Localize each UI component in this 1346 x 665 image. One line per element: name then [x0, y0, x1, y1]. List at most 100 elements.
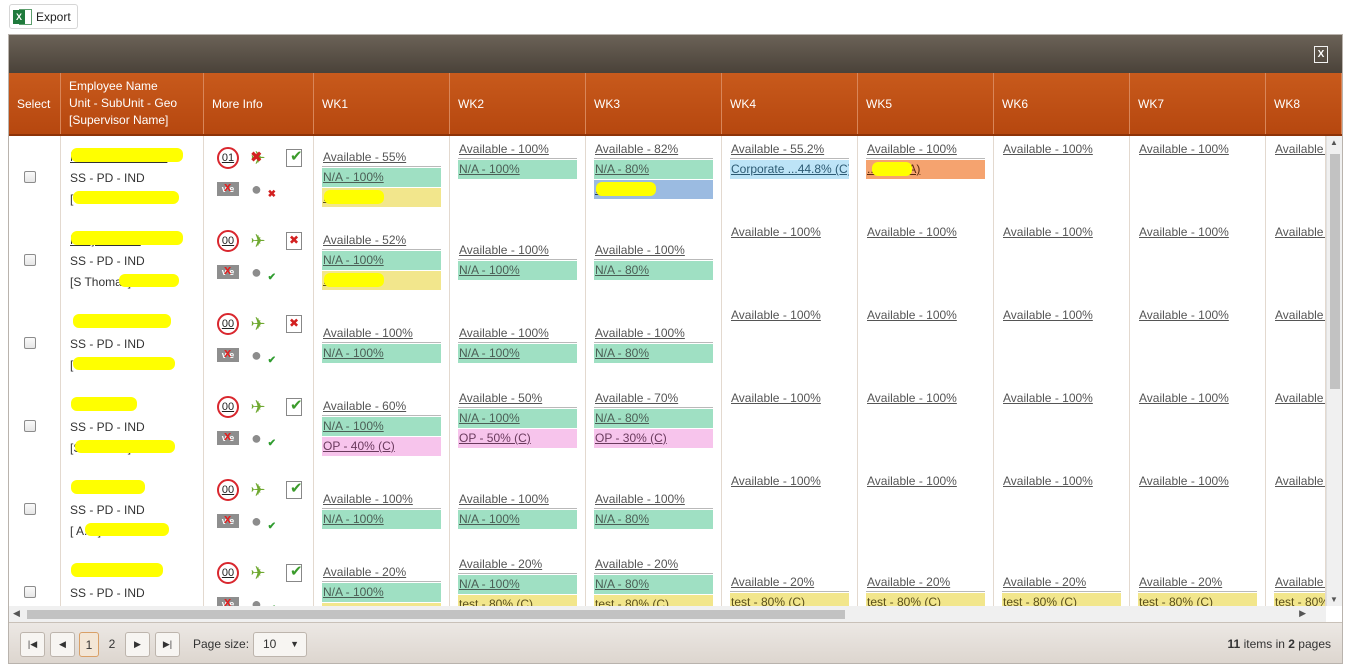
header-employee[interactable]: Employee Name Unit - SubUnit - Geo [Supe… — [61, 73, 204, 134]
horizontal-scroll-thumb[interactable] — [27, 610, 845, 619]
availability-link[interactable]: Available - 52% — [322, 231, 441, 250]
export-button[interactable]: X Export — [9, 4, 78, 29]
vertical-scrollbar[interactable]: ▲ ▼ — [1326, 136, 1342, 606]
table-row[interactable]: Nikceta Nath RathSS - PD - IND[01✈v e●✖A… — [9, 136, 1326, 219]
scroll-up-icon[interactable]: ▲ — [1330, 138, 1338, 147]
travel-icon[interactable]: ✈ — [250, 480, 266, 500]
availability-link[interactable]: Available - 55% — [322, 148, 441, 167]
availability-link[interactable]: Available - 20% — [322, 563, 441, 582]
availability-link[interactable]: Available - 100% — [1275, 142, 1325, 156]
availability-link[interactable]: Available - 100% — [731, 225, 821, 239]
allocation-link[interactable]: test - 80% (C) — [1274, 593, 1325, 606]
header-week-4[interactable]: WK4 — [722, 73, 858, 134]
header-select[interactable]: Select — [9, 73, 61, 134]
allocation-link[interactable]: OP - 30% (C) — [594, 429, 713, 448]
document-icon[interactable] — [286, 147, 303, 167]
table-row[interactable]: SS - PD - IND[00✈v e●✔Available - 100%N/… — [9, 302, 1326, 385]
document-icon[interactable] — [286, 562, 303, 582]
availability-link[interactable]: Available - 20% — [458, 555, 577, 574]
header-week-5[interactable]: WK5 — [858, 73, 994, 134]
info-count-icon[interactable]: 00 — [217, 396, 239, 418]
header-week-1[interactable]: WK1 — [314, 73, 450, 134]
availability-link[interactable]: Available - 70% — [594, 389, 713, 408]
document-icon[interactable] — [286, 315, 302, 333]
availability-link[interactable]: Available - 100% — [867, 391, 957, 405]
allocation-link[interactable]: test - 80% (C) — [730, 593, 849, 606]
page-1-button[interactable]: 1 — [79, 632, 99, 657]
availability-link[interactable]: Available - 100% — [322, 490, 441, 509]
allocation-link[interactable]: N/A - 80% — [594, 575, 713, 594]
table-row[interactable]: Ranjit BansalSS - PD - IND[S Thomas]00✈v… — [9, 219, 1326, 302]
visa-icon[interactable]: v e — [217, 429, 239, 445]
visa-icon[interactable]: v e — [217, 263, 239, 279]
availability-link[interactable]: Available - 100% — [1139, 474, 1229, 488]
allocation-link[interactable]: N/A - 100% — [322, 251, 441, 270]
header-week-8[interactable]: WK8 — [1266, 73, 1342, 134]
availability-link[interactable]: Available - 100% — [867, 308, 957, 322]
availability-link[interactable]: Available - 100% — [867, 474, 957, 488]
scroll-right-icon[interactable]: ▶ — [1299, 608, 1306, 618]
availability-link[interactable]: Available - 20% — [1002, 573, 1121, 592]
availability-link[interactable]: Available - 100% — [1275, 391, 1325, 405]
availability-link[interactable]: Available - 100% — [1003, 308, 1093, 322]
header-week-6[interactable]: WK6 — [994, 73, 1130, 134]
allocation-link[interactable]: N/A - 80% — [594, 344, 713, 363]
allocation-link[interactable]: N/A - 80% — [594, 510, 713, 529]
availability-link[interactable]: Available - 100% — [1139, 225, 1229, 239]
visa-icon[interactable]: v e — [217, 180, 239, 196]
info-count-icon[interactable]: 00 — [217, 562, 239, 584]
header-week-2[interactable]: WK2 — [450, 73, 586, 134]
allocation-link[interactable]: OP - 50% (C) — [458, 429, 577, 448]
allocation-link[interactable]: N/A - 80% — [594, 160, 713, 179]
availability-link[interactable]: Available - 20% — [594, 555, 713, 574]
allocation-link[interactable]: N/A - 100% — [458, 409, 577, 428]
travel-icon[interactable]: ✈ — [250, 563, 266, 583]
availability-link[interactable]: Available - 55.2% — [730, 140, 849, 159]
document-icon[interactable] — [286, 396, 303, 416]
availability-link[interactable]: Available - 100% — [594, 324, 713, 343]
row-checkbox[interactable] — [24, 586, 36, 598]
availability-link[interactable]: Available - 82% — [594, 140, 713, 159]
table-row[interactable]: SS - PD - IND[ A.T ] 00 ✈ v e ●✔ Available - … — [9, 468, 1326, 551]
info-count-icon[interactable]: 00 — [217, 479, 239, 501]
travel-icon[interactable]: ✈ — [247, 147, 269, 169]
allocation-link[interactable]: test - 80% (C) — [866, 593, 985, 606]
availability-link[interactable]: Available - 100% — [1275, 474, 1325, 488]
header-week-7[interactable]: WK7 — [1130, 73, 1266, 134]
scroll-left-icon[interactable]: ◀ — [13, 608, 20, 618]
info-count-icon[interactable]: 00 — [217, 313, 239, 335]
allocation-link[interactable]: test - 80% (C) — [1138, 593, 1257, 606]
availability-link[interactable]: Available - 100% — [1003, 391, 1093, 405]
availability-link[interactable]: Available - 100% — [1139, 142, 1229, 156]
travel-icon[interactable]: ✈ — [250, 231, 266, 251]
person-status-icon[interactable]: ●✔ — [251, 262, 276, 283]
table-row[interactable]: SS - PD - IND[S Thomas] 00 ✈ v e ●✔ Available… — [9, 385, 1326, 468]
info-count-icon[interactable]: 01 — [217, 147, 239, 169]
availability-link[interactable]: Available - 100% — [1275, 308, 1325, 322]
allocation-link[interactable]: N/A - 100% — [322, 583, 441, 602]
availability-link[interactable]: Available - 100% — [1003, 225, 1093, 239]
allocation-link[interactable]: OP - 40% (C) — [322, 437, 441, 456]
page-2-button[interactable]: 2 — [108, 637, 116, 651]
allocation-link[interactable]: N/A - 100% — [458, 510, 577, 529]
availability-link[interactable]: Available - 100% — [458, 241, 577, 260]
availability-link[interactable]: Available - 100% — [322, 324, 441, 343]
availability-link[interactable]: Available - 100% — [594, 241, 713, 260]
availability-link[interactable]: Available - 50% — [458, 389, 577, 408]
allocation-link[interactable]: Corporate ...44.8% (C) — [730, 160, 849, 179]
availability-link[interactable]: Available - 100% — [458, 140, 577, 159]
excel-export-icon[interactable]: X — [1314, 46, 1328, 63]
availability-link[interactable]: Available - 20% — [1274, 573, 1325, 592]
document-icon[interactable] — [286, 232, 302, 250]
availability-link[interactable]: Available - 100% — [1275, 225, 1325, 239]
visa-icon[interactable]: v e — [217, 346, 239, 362]
allocation-link[interactable]: test - 80% (C) — [594, 595, 713, 606]
allocation-link[interactable]: test - 80% (C) — [458, 595, 577, 606]
prev-page-button[interactable]: ◀ — [50, 632, 75, 657]
vertical-scroll-thumb[interactable] — [1330, 154, 1340, 389]
visa-icon[interactable]: v e — [217, 512, 239, 528]
row-checkbox[interactable] — [24, 171, 36, 183]
availability-link[interactable]: Available - 20% — [1138, 573, 1257, 592]
visa-icon[interactable]: v e — [217, 595, 239, 606]
